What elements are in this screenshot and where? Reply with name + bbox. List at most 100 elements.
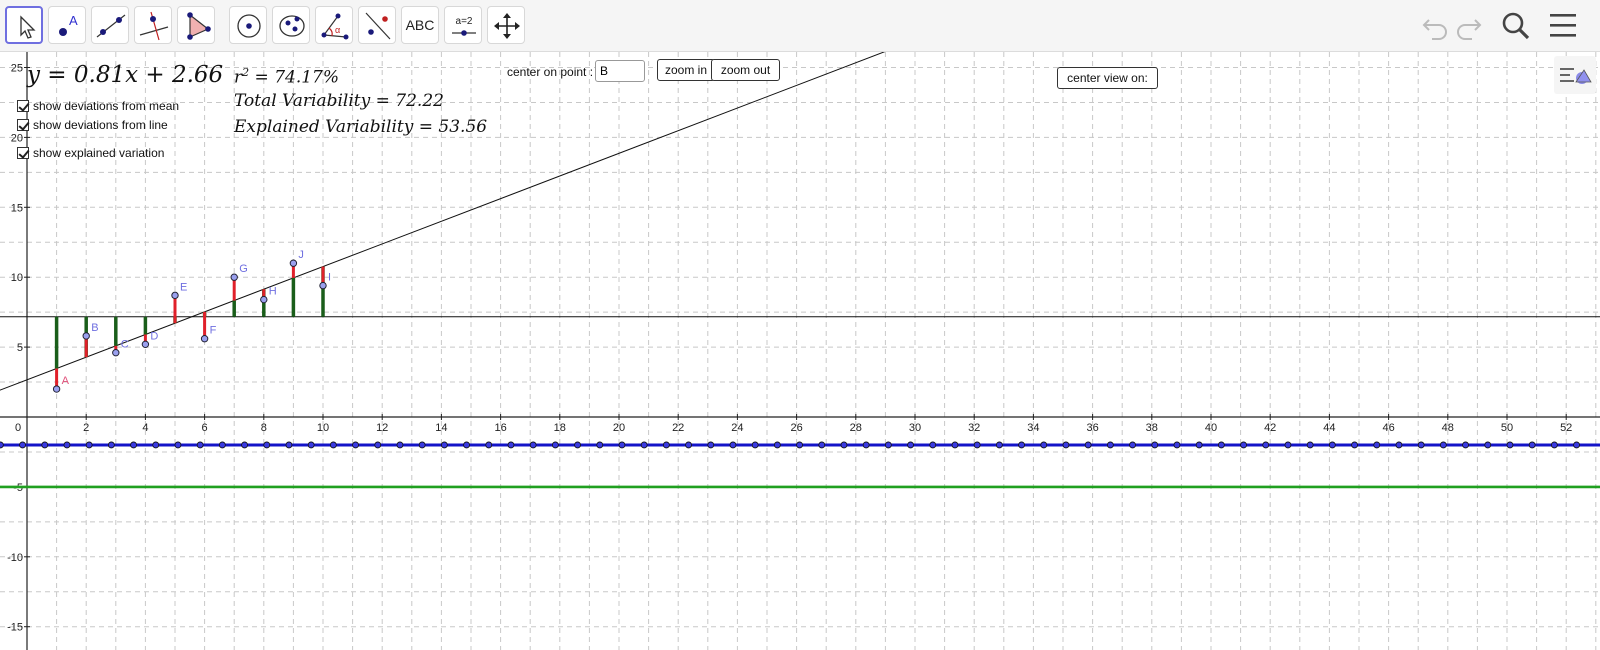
menu-icon [1550,14,1576,37]
blue-line-dot [1084,441,1092,449]
y-tick-label: 25 [11,63,23,75]
blue-line-dot [1506,441,1514,449]
x-tick-label: 6 [202,422,208,434]
x-tick-label: 32 [968,422,980,434]
slider-icon: a=2 [452,16,476,36]
move-arrows-icon [494,13,520,39]
blue-line-dot [551,441,559,449]
blue-line-dot [1439,441,1447,449]
blue-line-dot [529,441,537,449]
undo-button[interactable] [1420,10,1450,45]
circle-tool-button[interactable] [229,6,267,44]
x-tick-label: 14 [435,422,447,434]
checkbox-explained-variation[interactable]: show explained variation [17,145,164,161]
blue-line-dot [1417,441,1425,449]
style-bar-toggle[interactable] [1554,56,1596,94]
center-view-on-button[interactable]: center view on: [1057,67,1158,89]
blue-line-dot [0,441,4,449]
y-tick-label: 5 [17,342,23,354]
checkbox-box[interactable] [17,119,29,131]
blue-line-dot [574,441,581,449]
move-tool-button[interactable] [5,6,43,44]
text-tool-button[interactable]: ABC [401,6,439,44]
blue-line-dot [85,441,93,449]
blue-line-dot [507,441,515,449]
search-button[interactable] [1500,10,1532,47]
angle-icon: α [321,13,349,40]
point-tool-button[interactable]: A [48,6,86,44]
data-point-label: J [298,249,304,261]
blue-line-dot [640,441,648,449]
graphics-view[interactable]: 0 2 4 6 8 10 12 14 16 18 20 22 24 26 28 30 32 34 36 38 40 42 4… [0,52,1600,650]
data-point-label: G [239,263,248,275]
menu-button[interactable] [1547,10,1579,47]
slider-tool-button[interactable]: a=2 [444,6,482,44]
y-tick-label: 20 [11,132,23,144]
reflect-icon [365,12,391,40]
move-graphics-tool-button[interactable] [487,6,525,44]
x-tick-label: 4 [142,422,148,434]
ellipse-icon [279,15,305,37]
blue-line-dot [1395,441,1403,449]
circle-icon [237,14,261,38]
blue-line-dot [1040,441,1048,449]
angle-tool-button[interactable]: α [315,6,353,44]
x-tick-label: 42 [1264,422,1276,434]
line-tool-button[interactable] [91,6,129,44]
checkbox-box[interactable] [17,147,29,159]
x-tick-label: 28 [850,422,862,434]
y-tick-label: -15 [7,622,23,634]
zoom-in-button[interactable]: zoom in [657,59,715,81]
data-point-label: I [328,272,331,284]
blue-line-dot [862,441,870,449]
checkbox-deviations-from-line[interactable]: show deviations from line [17,117,168,133]
checkbox-box[interactable] [17,100,29,112]
data-point-label: C [121,339,129,351]
x-tick-label: 36 [1086,422,1098,434]
toolbar: A [0,0,1600,52]
search-icon [1502,12,1530,40]
redo-button[interactable] [1454,10,1484,45]
y-tick-label: -10 [7,552,23,564]
r-squared-value: = 74.17% [249,67,340,88]
blue-line-dot [1151,441,1159,449]
blue-line-dot [1484,441,1492,449]
blue-line-dot [907,441,914,449]
regression-equation: y = 0.81x + 2.66 [27,62,224,88]
x-tick-label: 38 [1146,422,1158,434]
x-tick-label: 48 [1442,422,1454,434]
data-point [319,281,327,290]
center-on-point-input[interactable]: B [595,60,645,82]
checkbox-label: show deviations from line [33,118,168,132]
data-point-label: F [210,325,217,337]
blue-line-dot [196,441,204,449]
ellipse-tool-button[interactable] [272,6,310,44]
grid [0,52,1600,650]
perpendicular-icon [139,11,169,41]
blue-line-dot [263,441,271,449]
x-tick-label: 40 [1205,422,1217,434]
blue-line-dot [707,441,715,449]
zoom-out-button[interactable]: zoom out [711,59,780,81]
blue-line-dot [1550,441,1558,449]
checkbox-deviations-from-mean[interactable]: show deviations from mean [17,98,179,114]
blue-line-dot [1062,441,1070,449]
data-point-label: H [269,286,277,298]
blue-line-dot [662,441,670,449]
polygon-tool-button[interactable] [177,6,215,44]
blue-line-dot [951,441,959,449]
x-tick-label: 12 [376,422,388,434]
blue-line-dot [796,441,803,449]
data-point [171,291,179,300]
data-point [289,259,298,267]
x-tick-label: 44 [1323,422,1335,434]
x-tick-label: 50 [1501,422,1513,434]
blue-line-dot [485,441,493,449]
blue-line-dot [1528,441,1536,449]
x-tick-label: 8 [261,422,267,434]
redo-icon [1457,19,1482,40]
reflect-tool-button[interactable] [358,6,396,44]
blue-line-dot [1240,441,1247,449]
blue-line-dot [1284,441,1292,449]
perpendicular-tool-button[interactable] [134,6,172,44]
